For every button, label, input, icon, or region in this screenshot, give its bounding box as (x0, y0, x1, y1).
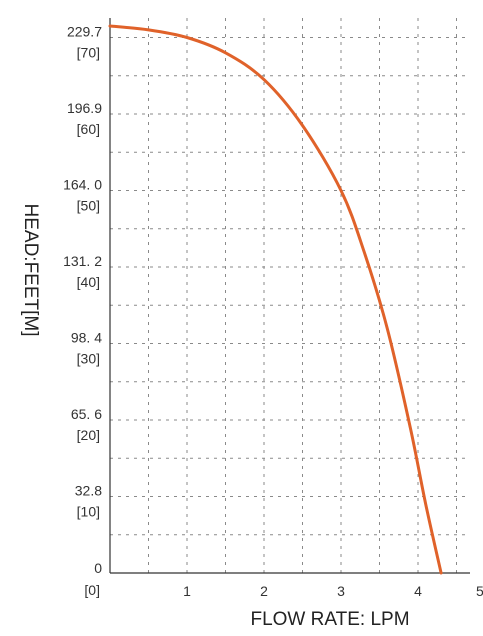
x-tick-label: 3 (337, 583, 345, 599)
x-tick-label: 4 (414, 583, 422, 599)
x-tick-label: 2 (260, 583, 268, 599)
x-tick-label: 1 (183, 583, 191, 599)
y-axis-title: HEAD:FEET[M] (20, 203, 41, 336)
y-tick-label-metres: [30] (77, 351, 100, 367)
y-tick-label-feet: 98. 4 (71, 330, 102, 346)
tick-labels: 0 [0] 32.8 [10] 65. 6 [20] 98. 4 [30] 131. 2 [40]… (63, 24, 483, 600)
y-tick-label-metres: [20] (77, 427, 100, 443)
y-tick-label-metres: [70] (77, 45, 100, 61)
y-tick-label-metres: [0] (84, 582, 100, 598)
y-tick-label-metres: [60] (77, 121, 100, 137)
y-tick-label-metres: [50] (77, 198, 100, 214)
y-tick-label-feet: 196.9 (67, 100, 102, 116)
y-tick-label-feet: 65. 6 (71, 406, 102, 422)
y-tick-label-feet: 131. 2 (63, 253, 102, 269)
axes (109, 18, 470, 574)
y-tick-label-feet: 164. 0 (63, 177, 102, 193)
y-tick-label-feet: 32.8 (75, 483, 102, 499)
grid (110, 18, 470, 573)
y-tick-label-metres: [10] (77, 504, 100, 520)
y-tick-label-metres: [40] (77, 274, 100, 290)
x-tick-label-partial: 5 (476, 583, 483, 599)
y-tick-label-feet: 0 (94, 560, 102, 576)
series-layer (108, 24, 443, 575)
y-tick-label-feet: 229.7 (67, 24, 102, 40)
pump-curve-line (108, 24, 443, 575)
x-axis-title: FLOW RATE: LPM (250, 609, 409, 630)
